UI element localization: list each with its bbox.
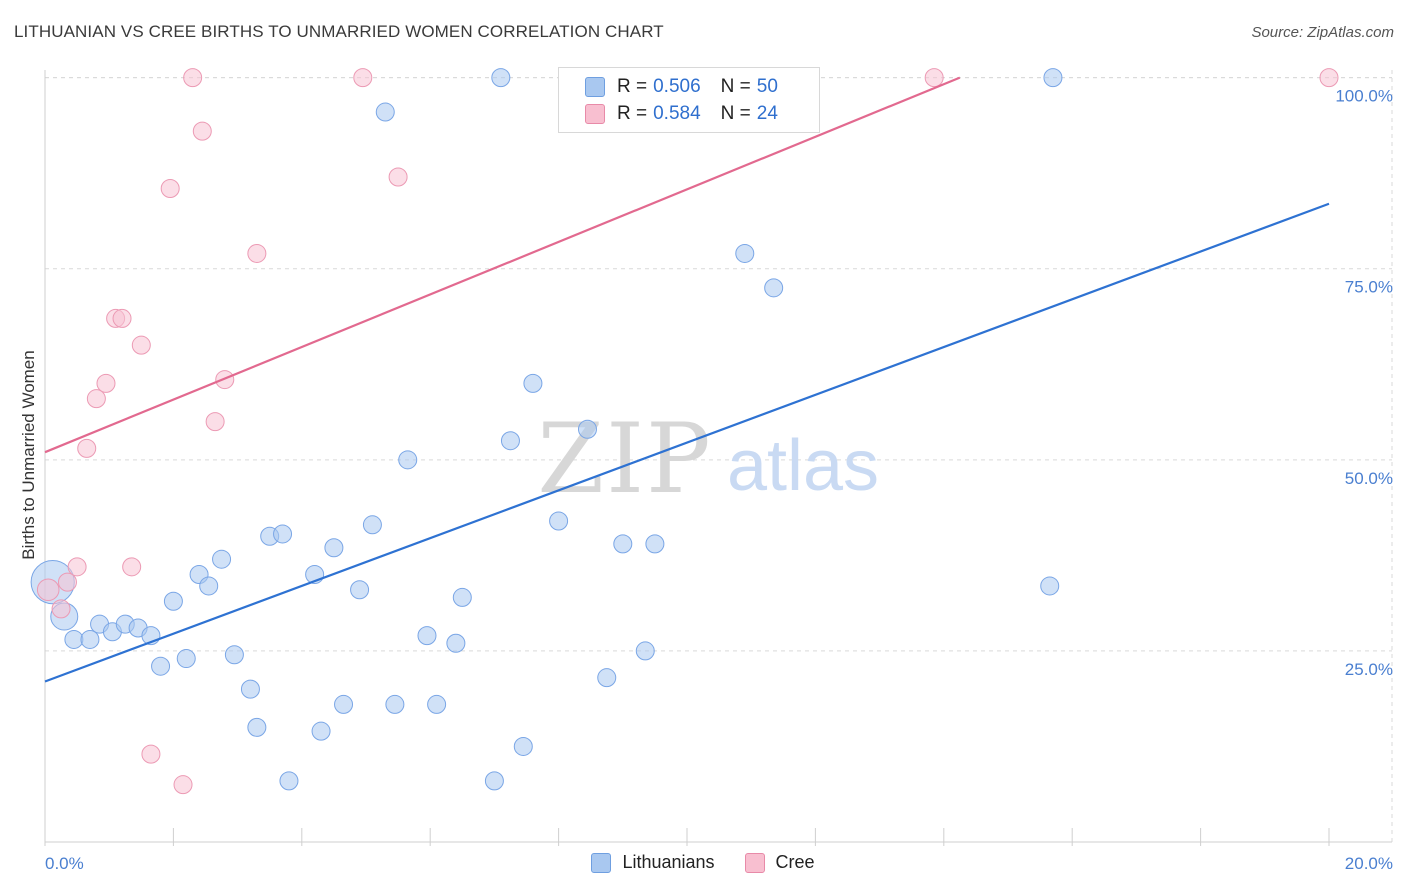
lithuanian-point bbox=[176, 649, 196, 669]
lithuanian-point bbox=[350, 580, 370, 600]
cree-point bbox=[247, 243, 267, 263]
lithuanian-point bbox=[311, 721, 331, 741]
legend-item-lithuanians[interactable]: Lithuanians bbox=[591, 852, 715, 873]
cree-point bbox=[86, 389, 106, 409]
lithuanian-point bbox=[240, 679, 260, 699]
cree-point bbox=[205, 412, 225, 432]
lithuanian-point bbox=[523, 373, 543, 393]
lithuanian-point bbox=[273, 524, 293, 544]
cree-point bbox=[141, 744, 161, 764]
lithuanian-point bbox=[324, 538, 344, 558]
chart-title: LITHUANIAN VS CREE BIRTHS TO UNMARRIED W… bbox=[14, 22, 664, 41]
lithuanian-point bbox=[645, 534, 665, 554]
cree-point bbox=[160, 178, 180, 198]
cree-point bbox=[173, 775, 193, 795]
data-points bbox=[30, 68, 1339, 795]
legend-r-value: 0.584 bbox=[653, 103, 701, 124]
lithuanian-trend-line bbox=[44, 202, 1330, 683]
lithuanian-point bbox=[375, 102, 395, 122]
x-tick-label: 0.0% bbox=[45, 854, 84, 873]
legend-item-cree[interactable]: Cree bbox=[744, 852, 815, 873]
lithuanian-point bbox=[452, 587, 472, 607]
cree-point bbox=[353, 68, 373, 88]
legend-swatch-pink bbox=[744, 852, 765, 873]
lithuanian-point bbox=[212, 549, 232, 569]
cree-point bbox=[57, 572, 77, 592]
cree-point bbox=[388, 167, 408, 187]
cree-point bbox=[183, 68, 203, 88]
cree-point bbox=[51, 599, 71, 619]
cree-point bbox=[36, 578, 60, 602]
trend-lines bbox=[44, 76, 1330, 683]
lithuanian-point bbox=[635, 641, 655, 661]
legend-n-value: 24 bbox=[756, 103, 778, 124]
axes: 25.0% 50.0% 75.0% 100.0% 0.0% 20.0% bbox=[44, 70, 1393, 873]
lithuanian-point bbox=[500, 431, 520, 451]
lithuanian-point bbox=[484, 771, 504, 791]
legend-n-label: N = bbox=[720, 76, 751, 97]
cree-point bbox=[1319, 68, 1339, 88]
lithuanian-point bbox=[764, 278, 784, 298]
lithuanian-point bbox=[151, 656, 171, 676]
lithuanian-point bbox=[334, 694, 354, 714]
lithuanian-point bbox=[597, 668, 617, 688]
legend-row-lithuanians: R = 0.506 N = 50 bbox=[585, 74, 778, 100]
y-axis-label: Births to Unmarried Women bbox=[19, 350, 38, 559]
grid bbox=[45, 70, 1393, 842]
y-tick-label: 25.0% bbox=[1345, 660, 1393, 679]
legend-r-label: R = bbox=[617, 103, 648, 124]
cree-trend-line bbox=[44, 76, 961, 454]
lithuanian-point bbox=[224, 645, 244, 665]
y-tick-label: 100.0% bbox=[1335, 87, 1393, 106]
legend-label-lithuanians: Lithuanians bbox=[622, 852, 715, 872]
lithuanian-point bbox=[1040, 576, 1060, 596]
legend-r-label: R = bbox=[617, 76, 648, 97]
legend-label-cree: Cree bbox=[775, 852, 815, 872]
watermark: ZIP atlas bbox=[537, 403, 879, 515]
watermark-zip: ZIP bbox=[537, 403, 712, 515]
cree-point bbox=[96, 373, 116, 393]
lithuanian-point bbox=[199, 576, 219, 596]
legend-n-value: 50 bbox=[756, 76, 778, 97]
legend-r-value: 0.506 bbox=[653, 76, 701, 97]
lithuanian-point bbox=[735, 243, 755, 263]
stats-legend: R = 0.506 N = 50 R = 0.584 N = 24 bbox=[558, 67, 820, 133]
cree-point bbox=[77, 438, 97, 458]
legend-n-label: N = bbox=[720, 103, 751, 124]
cree-point bbox=[112, 308, 132, 328]
legend-row-cree: R = 0.584 N = 24 bbox=[585, 101, 778, 127]
lithuanian-point bbox=[279, 771, 299, 791]
lithuanian-point bbox=[427, 694, 447, 714]
source-label: Source: ZipAtlas.com bbox=[1251, 24, 1394, 41]
cree-point bbox=[67, 557, 87, 577]
lithuanian-point bbox=[613, 534, 633, 554]
y-tick-label: 50.0% bbox=[1345, 469, 1393, 488]
lithuanian-point bbox=[1043, 68, 1063, 88]
cree-point bbox=[924, 68, 944, 88]
lithuanian-point bbox=[247, 717, 267, 737]
lithuanian-point bbox=[362, 515, 382, 535]
series-legend: Lithuanians Cree bbox=[0, 852, 1406, 873]
watermark-atlas: atlas bbox=[727, 426, 879, 506]
lithuanian-point bbox=[398, 450, 418, 470]
cree-point bbox=[192, 121, 212, 141]
lithuanian-point bbox=[577, 419, 597, 439]
cree-point bbox=[122, 557, 142, 577]
cree-point bbox=[131, 335, 151, 355]
lithuanian-point bbox=[385, 694, 405, 714]
y-tick-label: 75.0% bbox=[1345, 278, 1393, 297]
lithuanian-point bbox=[513, 736, 533, 756]
x-tick-label: 20.0% bbox=[1345, 854, 1393, 873]
legend-swatch-pink bbox=[585, 104, 605, 124]
lithuanian-point bbox=[163, 591, 183, 611]
lithuanian-point bbox=[549, 511, 569, 531]
lithuanian-point bbox=[417, 626, 437, 646]
lithuanian-point bbox=[491, 68, 511, 88]
lithuanian-point bbox=[80, 629, 100, 649]
lithuanian-point bbox=[446, 633, 466, 653]
legend-swatch-blue bbox=[591, 852, 612, 873]
lithuanian-point bbox=[64, 629, 84, 649]
legend-swatch-blue bbox=[585, 77, 605, 97]
